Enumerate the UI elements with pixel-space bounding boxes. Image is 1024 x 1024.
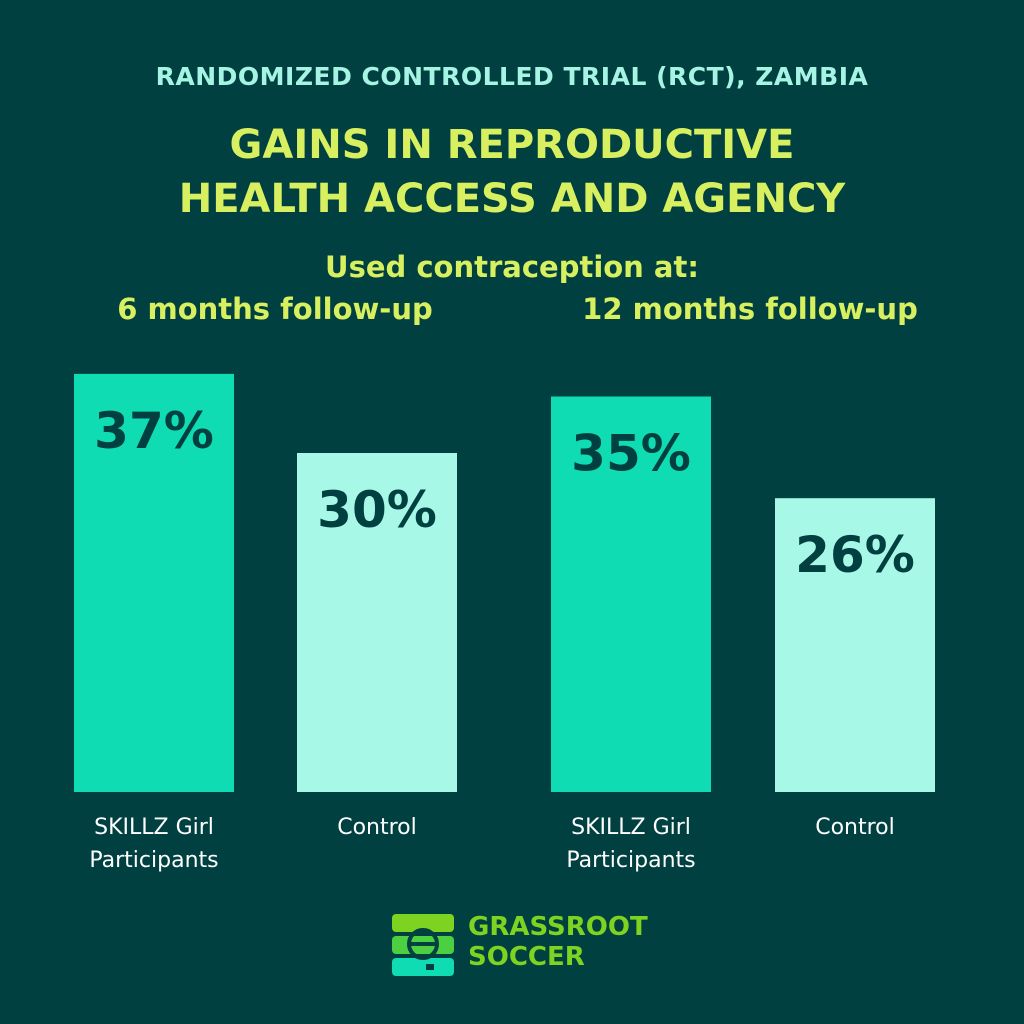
chart-subtitle: RANDOMIZED CONTROLLED TRIAL (RCT), ZAMBI… [155,62,869,91]
logo-line-2: SOCCER [468,942,585,972]
category-label: SKILLZ Girl [571,815,691,840]
period-label-6-months: 6 months follow-up [117,292,433,326]
bar-value-label: 30% [317,481,437,539]
grassroot-soccer-logo: GRASSROOT SOCCER [390,910,648,980]
bar-skillz-panel-2 [551,396,711,792]
chart-title: GAINS IN REPRODUCTIVE HEALTH ACCESS AND … [0,118,1024,226]
logo-text: GRASSROOT SOCCER [468,912,648,972]
title-line-1: GAINS IN REPRODUCTIVE [229,122,795,168]
bar-value-label: 37% [94,402,214,460]
category-label: Control [815,815,895,840]
bar-control-panel-2 [775,498,935,792]
category-label: Participants [566,848,695,873]
bar-value-label: 35% [571,425,691,483]
category-label: SKILLZ Girl [94,815,214,840]
bar-value-label: 26% [795,526,915,584]
category-label: Participants [89,848,218,873]
bar-control-panel-1 [297,453,457,792]
title-line-2: HEALTH ACCESS AND AGENCY [178,176,846,222]
soccer-ball-stack-icon [392,914,454,976]
bar-skillz-panel-1 [74,373,234,792]
period-label-12-months: 12 months follow-up [582,292,918,326]
metric-label: Used contraception at: [325,250,699,284]
logo-line-1: GRASSROOT [468,912,648,942]
category-label: Control [337,815,417,840]
